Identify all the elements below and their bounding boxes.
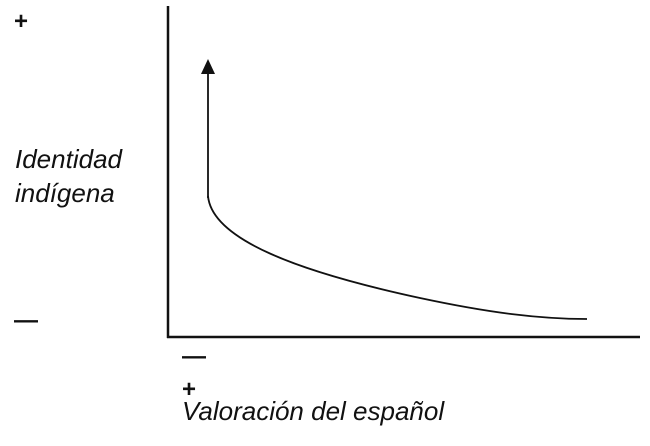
decay-curve xyxy=(207,195,588,320)
x-plus-sign: + xyxy=(182,376,197,403)
y-plus-sign: + xyxy=(14,8,29,35)
up-arrow-icon xyxy=(201,59,215,74)
y-minus-sign: — xyxy=(14,307,38,334)
x-minus-sign: — xyxy=(182,343,206,370)
y-axis-label-line1: Identidad xyxy=(15,144,122,174)
x-axis-label: Valoración del español xyxy=(182,396,445,426)
y-axis-label-line2: indígena xyxy=(15,178,115,208)
